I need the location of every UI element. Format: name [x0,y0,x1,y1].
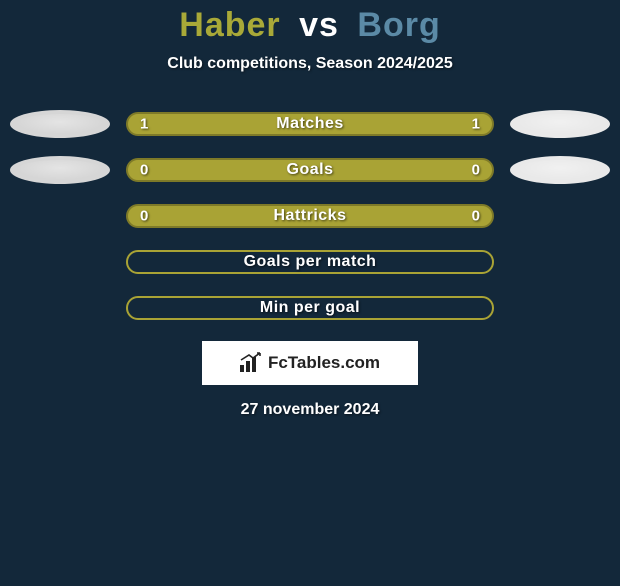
stat-label: Min per goal [260,299,360,317]
stat-right-value: 1 [472,116,480,133]
stat-right-value: 0 [472,208,480,225]
player1-name: Haber [179,6,280,44]
player2-name: Borg [357,6,440,44]
stat-row: 1 Matches 1 [0,101,620,147]
subtitle: Club competitions, Season 2024/2025 [0,55,620,73]
player2-badge [510,110,610,138]
stat-label: Goals [287,161,334,179]
vs-label: vs [299,6,339,44]
left-badge-slot [0,110,120,138]
stat-row: Min per goal [0,285,620,331]
player1-badge [10,156,110,184]
stat-left-value: 0 [140,208,148,225]
player1-badge [10,110,110,138]
stat-right-value: 0 [472,162,480,179]
stat-row: 0 Goals 0 [0,147,620,193]
stat-bar: Goals per match [126,250,494,274]
stat-left-value: 0 [140,162,148,179]
player2-badge [510,156,610,184]
right-badge-slot [500,156,620,184]
footer-date: 27 november 2024 [241,401,380,419]
stat-row: Goals per match [0,239,620,285]
stats-container: 1 Matches 1 0 Goals 0 0 Hattricks 0 Goals per mat… [0,101,620,331]
stat-bar: 0 Goals 0 [126,158,494,182]
logo-box: FcTables.com [202,341,418,385]
left-badge-slot [0,156,120,184]
stat-left-value: 1 [140,116,148,133]
right-badge-slot [500,110,620,138]
logo-text: FcTables.com [268,353,380,373]
page-title: Haber vs Borg [0,6,620,45]
footer: FcTables.com 27 november 2024 [0,341,620,419]
stat-label: Hattricks [274,207,347,225]
stat-bar: 1 Matches 1 [126,112,494,136]
stat-label: Matches [276,115,344,133]
chart-icon [240,354,262,372]
stat-row: 0 Hattricks 0 [0,193,620,239]
stat-bar: Min per goal [126,296,494,320]
stat-label: Goals per match [244,253,377,271]
stat-bar: 0 Hattricks 0 [126,204,494,228]
